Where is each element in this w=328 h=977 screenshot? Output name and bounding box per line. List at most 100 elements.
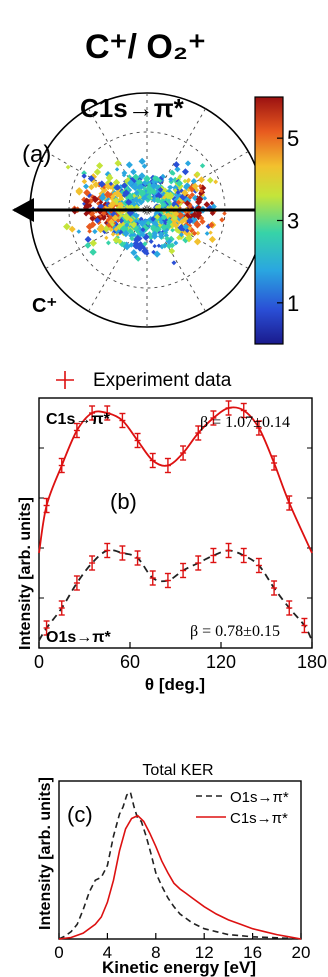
x-tick-label: 120 [206, 652, 236, 672]
heatmap-point [138, 172, 146, 180]
heatmap-point [75, 188, 83, 196]
beta-annotation-o1s: β = 0.78±0.15 [190, 623, 280, 640]
heatmap-point [132, 242, 140, 250]
panel-a: C1s→π* (a) C⁺ 1 [12, 92, 299, 345]
heatmap-point [98, 180, 106, 188]
heatmap-point [127, 195, 133, 201]
x-tick-label: 12 [195, 943, 214, 962]
data-point [240, 547, 247, 564]
x-tick-label: 180 [297, 652, 327, 672]
panel-b-label: (b) [110, 489, 137, 514]
legend-label-c1s: C1s→π* [230, 810, 288, 827]
heatmap-point [147, 231, 152, 236]
panel-c-xlabel: Kinetic energy [eV] [102, 958, 256, 977]
x-tick-label: 8 [151, 943, 160, 962]
data-point [134, 550, 141, 566]
colorbar-tick-label: 3 [287, 209, 299, 234]
panel-b: 0 60 120 180 C1s→π* β = 1.07±0.14 (b) O1s→π… [17, 397, 327, 694]
data-point [164, 572, 171, 589]
heatmap-point [122, 229, 130, 238]
heatmap-point [175, 199, 182, 205]
data-point [255, 557, 262, 574]
data-point [195, 425, 202, 441]
heatmap-point [87, 175, 95, 183]
heatmap-point [213, 179, 219, 185]
panel-c-x-ticks: 0 4 8 12 16 20 [54, 933, 310, 962]
heatmap-point [98, 199, 104, 205]
heatmap-point [150, 216, 156, 222]
heatmap-point [194, 171, 201, 177]
heatmap-point [100, 210, 107, 217]
heatmap-point [168, 184, 174, 190]
heatmap-point [191, 211, 199, 219]
heatmap-point [189, 192, 195, 198]
heatmap-point [150, 182, 158, 190]
heatmap-point [185, 234, 193, 242]
heatmap-point [199, 188, 204, 194]
data-point [225, 400, 232, 416]
x-tick-label: 4 [103, 943, 112, 962]
data-point [180, 562, 187, 579]
heatmap-point [191, 182, 199, 190]
x-tick-label: 16 [243, 943, 262, 962]
heatmap-point [128, 217, 134, 223]
heatmap-point [123, 242, 131, 251]
heatmap-point [76, 229, 82, 234]
heatmap-point [138, 219, 145, 226]
heatmap-point [118, 217, 125, 224]
heatmap-point [118, 196, 123, 202]
x-tick-label: 20 [292, 943, 311, 962]
heatmap-point [173, 240, 179, 246]
data-point [43, 620, 50, 636]
heatmap-point [158, 231, 165, 238]
heatmap-point [125, 198, 133, 206]
data-point [195, 555, 202, 571]
data-point [104, 542, 111, 559]
heatmap-point [107, 202, 115, 210]
heatmap-point [181, 189, 189, 197]
heatmap-point [166, 218, 173, 226]
heatmap-point [100, 215, 107, 221]
heatmap-point [182, 178, 188, 184]
heatmap-point [165, 241, 173, 250]
panel-b-ylabel: Intensity [arb. units] [17, 497, 34, 650]
heatmap-point [203, 201, 211, 208]
heatmap-point [92, 228, 98, 235]
heatmap-point [170, 227, 175, 233]
heatmap-point [171, 260, 177, 266]
data-point [134, 432, 141, 449]
heatmap-point [89, 248, 97, 256]
heatmap-point [113, 189, 122, 198]
colorbar-ticks: 1 3 5 [277, 126, 299, 316]
heatmap-point [137, 198, 143, 204]
data-point [271, 580, 278, 596]
heatmap-point [63, 222, 71, 231]
heatmap-point [190, 178, 198, 185]
heatmap-point [139, 189, 144, 194]
heatmap-point [182, 223, 189, 231]
heatmap-point [161, 214, 168, 221]
heatmap-point [89, 239, 97, 247]
heatmap-point [186, 177, 191, 183]
heatmap-point [88, 184, 95, 191]
data-point [164, 457, 171, 474]
legend-label-o1s: O1s→π* [230, 789, 289, 806]
data-point [73, 422, 80, 439]
heatmap-point [130, 222, 137, 229]
heatmap-point [141, 163, 148, 169]
heatmap-point [127, 179, 135, 187]
heatmap-point [140, 227, 146, 233]
heatmap-point [208, 230, 213, 235]
heatmap-point [130, 168, 137, 176]
heatmap-point [209, 200, 215, 206]
x-tick-label: 0 [54, 943, 63, 962]
heatmap-point [93, 168, 102, 176]
data-point [210, 410, 217, 426]
data-point [119, 545, 126, 561]
panel-c-ylabel: Intensity [arb. units] [37, 777, 54, 930]
heatmap-points [63, 157, 227, 266]
panel-b-x-ticks: 0 60 120 180 [34, 447, 327, 672]
heatmap-point [172, 210, 180, 218]
ker-line-c1s [58, 814, 302, 940]
